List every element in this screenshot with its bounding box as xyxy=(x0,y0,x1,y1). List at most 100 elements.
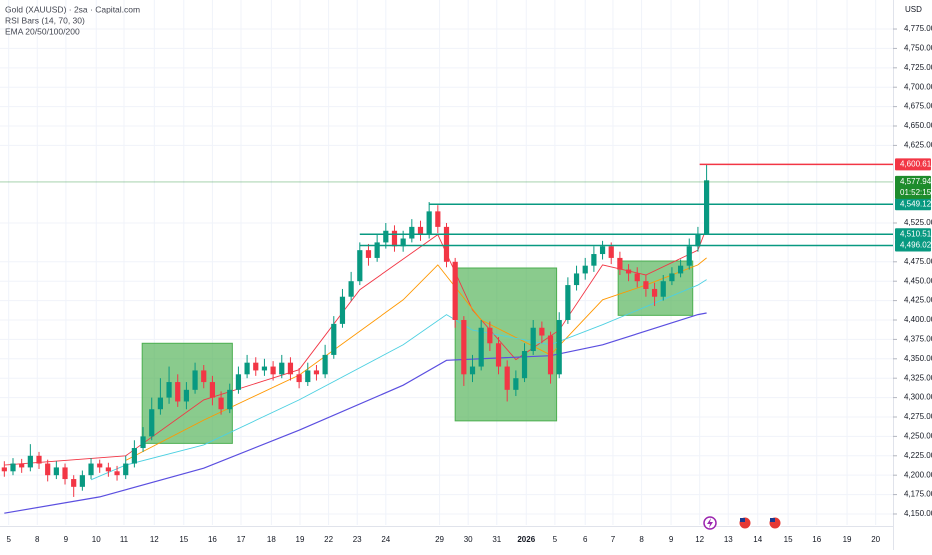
x-tick-label: 19 xyxy=(296,535,305,544)
candle-body xyxy=(521,351,528,379)
candle-body xyxy=(313,370,320,375)
candle-body xyxy=(27,455,33,468)
candle-body xyxy=(348,281,354,297)
candle-body xyxy=(374,242,380,258)
candle-body xyxy=(357,250,363,282)
level-label: 4,510.51 xyxy=(900,229,932,238)
y-tick-label: 4,150.00 xyxy=(904,509,932,518)
candle-body xyxy=(62,467,68,480)
candle-body xyxy=(183,389,190,402)
y-tick-label: 4,675.00 xyxy=(904,102,932,111)
y-tick-label: 4,325.00 xyxy=(904,373,932,382)
y-tick-label: 4,350.00 xyxy=(904,354,932,363)
candle-body xyxy=(253,362,259,371)
candle-body xyxy=(599,246,606,255)
y-tick-label: 4,775.00 xyxy=(904,24,932,33)
y-tick-label: 4,300.00 xyxy=(904,393,932,402)
x-tick-label: 12 xyxy=(150,535,159,544)
event-icons xyxy=(703,516,782,530)
y-tick-label: 4,375.00 xyxy=(904,335,932,344)
flag-canton xyxy=(740,518,745,522)
x-tick-label: 15 xyxy=(179,535,188,544)
candle-body xyxy=(157,397,163,410)
candle-body xyxy=(97,463,103,468)
candle-body xyxy=(114,471,120,476)
candle-body xyxy=(695,234,701,247)
candle-body xyxy=(322,354,328,375)
x-tick-label: 8 xyxy=(35,535,40,544)
lightning-icon xyxy=(707,518,713,528)
y-tick-label: 4,625.00 xyxy=(904,141,932,150)
level-label: 4,600.61 xyxy=(900,159,932,168)
candle-body xyxy=(270,366,276,375)
candle-body xyxy=(209,382,216,398)
y-tick-label: 4,450.00 xyxy=(904,276,932,285)
level-label-box xyxy=(895,198,931,211)
candle-body xyxy=(235,374,242,390)
candle-body xyxy=(573,273,580,286)
candle-body xyxy=(469,366,476,375)
candle-body xyxy=(504,366,510,390)
highlight-zone xyxy=(454,267,558,422)
candle-body xyxy=(339,296,346,324)
x-tick-label: 12 xyxy=(695,535,704,544)
indicator-label: RSI Bars (14, 70, 30) xyxy=(5,15,85,25)
x-tick-label: 9 xyxy=(64,535,69,544)
candle-body xyxy=(409,226,415,239)
candle-body xyxy=(10,463,16,472)
candle-body xyxy=(660,281,666,297)
x-tick-label: 10 xyxy=(92,535,101,544)
level-label-box xyxy=(895,158,931,171)
candle-body xyxy=(53,467,59,476)
last-price-box xyxy=(895,175,931,199)
ema-line xyxy=(90,279,707,481)
candle-body xyxy=(426,211,432,235)
candle-body xyxy=(227,389,233,410)
candle-body xyxy=(131,448,137,464)
candle-body xyxy=(149,409,155,437)
candle-body xyxy=(261,366,268,371)
y-tick-label: 4,525.00 xyxy=(904,218,932,227)
candle-body xyxy=(218,397,224,410)
candle-body xyxy=(487,327,493,344)
grid xyxy=(0,0,893,525)
candle-body xyxy=(391,230,398,247)
x-tick-label: 18 xyxy=(267,535,276,544)
candle-body xyxy=(192,370,198,390)
candle-body xyxy=(703,180,710,235)
x-tick-label: 2026 xyxy=(517,535,535,544)
candle-body xyxy=(279,362,285,375)
x-tick-label: 22 xyxy=(324,535,333,544)
candle-body xyxy=(435,211,441,227)
candle-body xyxy=(556,319,562,375)
candle-body xyxy=(634,273,640,282)
level-label: 4,496.02 xyxy=(900,241,932,250)
x-tick-label: 30 xyxy=(464,535,473,544)
y-tick-label: 4,200.00 xyxy=(904,470,932,479)
candle-body xyxy=(175,382,181,402)
x-tick-label: 13 xyxy=(724,535,733,544)
candle-body xyxy=(677,265,684,274)
candle-body xyxy=(478,327,484,367)
candle-body xyxy=(608,246,614,258)
candle-body xyxy=(530,327,536,352)
x-tick-label: 6 xyxy=(583,535,588,544)
countdown-label: 01:52:15 xyxy=(900,188,932,197)
y-tick-label: 4,250.00 xyxy=(904,431,932,440)
x-tick-label: 5 xyxy=(6,535,11,544)
candle-body xyxy=(539,327,545,336)
x-tick-label: 23 xyxy=(353,535,362,544)
candle-body xyxy=(461,319,467,375)
candle-body xyxy=(45,463,51,476)
candle-body xyxy=(71,479,77,487)
x-tick-label: 17 xyxy=(237,535,246,544)
y-tick-label: 4,475.00 xyxy=(904,257,932,266)
x-tick-label: 31 xyxy=(492,535,501,544)
candle-body xyxy=(79,475,85,487)
candle-body xyxy=(547,335,554,375)
candle-body xyxy=(495,343,502,367)
x-tick-label: 9 xyxy=(669,535,674,544)
plot-area xyxy=(0,163,893,514)
candle-body xyxy=(565,285,571,320)
